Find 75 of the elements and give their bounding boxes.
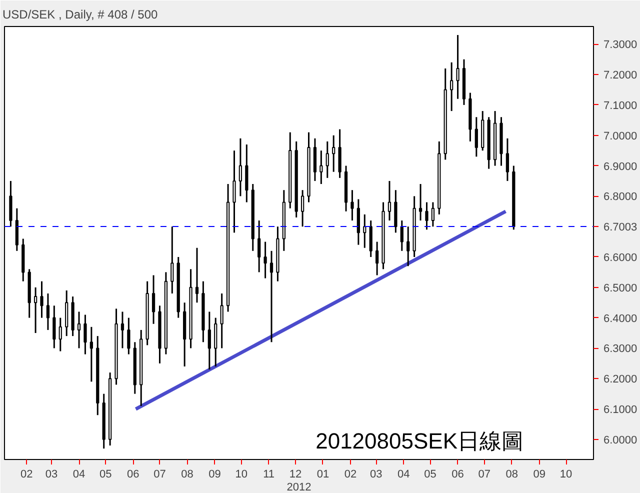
y-tick-label: 7.1000 bbox=[604, 100, 638, 112]
chart-title: USD/SEK , Daily, # 408 / 500 bbox=[2, 8, 158, 22]
candlestick bbox=[208, 310, 211, 370]
y-tick-label: 7.0000 bbox=[604, 130, 638, 142]
x-tick-label: 03 bbox=[45, 468, 58, 480]
candlestick bbox=[232, 150, 236, 234]
candlestick bbox=[350, 189, 354, 222]
candlestick bbox=[400, 220, 404, 252]
x-tick-label: 08 bbox=[181, 468, 194, 480]
y-tick-label: 6.8000 bbox=[604, 191, 638, 204]
annotation: 20120805SEK日線圖 bbox=[316, 428, 524, 454]
y-tick-label: 6.6000 bbox=[604, 252, 638, 264]
x-tick-label: 06 bbox=[127, 468, 140, 480]
candlestick bbox=[238, 138, 242, 197]
candlestick bbox=[195, 247, 199, 304]
candlestick bbox=[363, 214, 366, 249]
candlestick bbox=[456, 34, 460, 100]
x-tick-label: 05 bbox=[100, 468, 112, 480]
candlestick bbox=[170, 226, 174, 294]
y-tick-label: 6.1000 bbox=[604, 404, 638, 416]
x-tick-label: 09 bbox=[208, 468, 221, 480]
x-tick-label: 04 bbox=[398, 468, 410, 480]
candlestick bbox=[418, 183, 422, 222]
x-tick-label: 01 bbox=[316, 468, 330, 480]
candlestick bbox=[152, 274, 156, 325]
candlestick bbox=[34, 286, 38, 334]
x-tick-label: 08 bbox=[506, 468, 518, 480]
candlestick bbox=[46, 292, 50, 331]
candlestick bbox=[431, 202, 435, 228]
y-tick-label: 6.0000 bbox=[604, 434, 638, 446]
candlestick bbox=[220, 292, 224, 349]
x-tick-label: 02 bbox=[20, 468, 33, 480]
y-tick-label: 6.3000 bbox=[604, 343, 638, 356]
candlestick bbox=[450, 62, 454, 112]
candlestick bbox=[84, 314, 87, 356]
y-tick-label: 7.2000 bbox=[604, 70, 638, 82]
y-tick-label: 6.9000 bbox=[604, 160, 638, 173]
x-tick-label: 02 bbox=[344, 468, 357, 480]
y-tick-label: 6.4000 bbox=[604, 312, 638, 325]
candlestick bbox=[300, 189, 304, 228]
y-tick-label: 6.5000 bbox=[604, 282, 638, 294]
candlestick bbox=[40, 280, 44, 319]
x-tick-label: 09 bbox=[533, 468, 546, 480]
candlestick bbox=[270, 250, 274, 343]
candlestick bbox=[58, 317, 62, 352]
candlestick bbox=[120, 310, 124, 349]
candlestick bbox=[425, 202, 428, 230]
x-tick-label: 10 bbox=[560, 468, 572, 480]
candlestick bbox=[406, 226, 410, 267]
y-tick-label: 7.3000 bbox=[604, 39, 638, 52]
x-tick-label: 07 bbox=[154, 468, 166, 480]
candlestick bbox=[258, 220, 261, 273]
candlestick bbox=[320, 150, 323, 185]
ref-line-label: 6.7003 bbox=[604, 221, 638, 234]
x-tick-label: 06 bbox=[452, 468, 464, 480]
candlestick bbox=[326, 140, 329, 179]
candlestick bbox=[506, 138, 510, 182]
candlestick bbox=[332, 134, 336, 173]
candlestick bbox=[375, 241, 379, 276]
y-tick-label: 6.2000 bbox=[604, 374, 638, 386]
candlestick bbox=[474, 116, 478, 158]
candlestick bbox=[388, 180, 392, 222]
candlestick bbox=[90, 326, 93, 382]
x-tick-label: 12 bbox=[289, 468, 302, 480]
candlestick bbox=[127, 317, 130, 356]
x-axis-title: 2012 bbox=[286, 482, 312, 493]
candlestick bbox=[52, 304, 56, 349]
candlestick bbox=[77, 310, 81, 349]
x-tick-label: 05 bbox=[424, 468, 436, 480]
x-tick-label: 10 bbox=[235, 468, 248, 480]
x-tick-label: 07 bbox=[478, 468, 491, 480]
candlestick bbox=[264, 241, 267, 280]
x-tick-label: 03 bbox=[370, 468, 382, 480]
x-tick-label: 04 bbox=[72, 468, 86, 480]
x-tick-label: 11 bbox=[263, 468, 275, 480]
